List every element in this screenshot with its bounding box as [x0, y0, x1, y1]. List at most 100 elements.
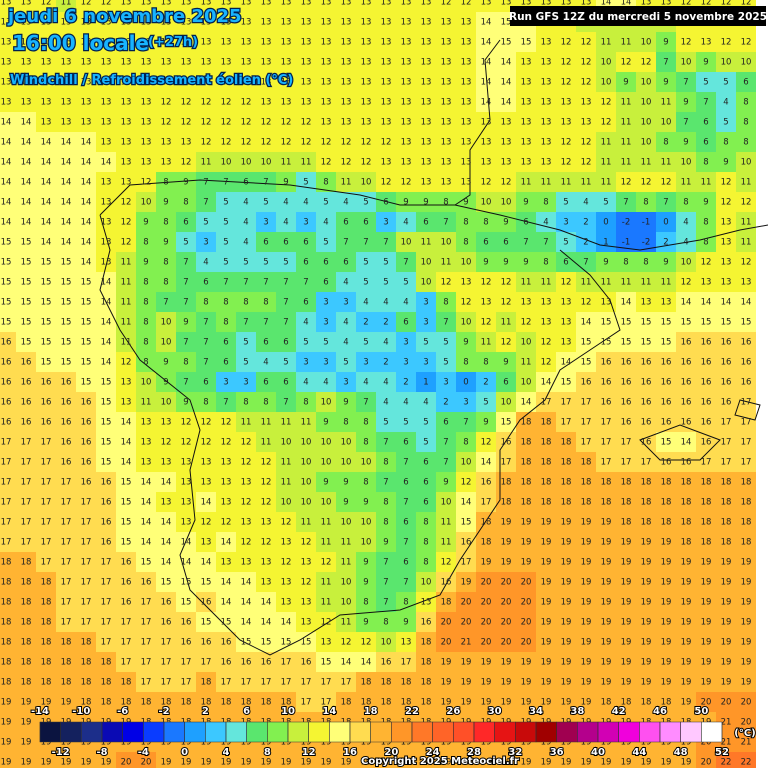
cell-value: 5 — [383, 278, 388, 288]
cell-value: 19 — [721, 558, 732, 568]
cell-value: 17 — [61, 618, 72, 628]
cell-value: 10 — [281, 498, 292, 508]
cell-value: 15 — [81, 338, 92, 348]
cell-value: 13 — [401, 98, 412, 108]
cell-value: 19 — [661, 638, 672, 648]
cell-value: 14 — [261, 598, 272, 608]
cell-value: 16 — [81, 458, 92, 468]
cell-value: 16 — [1, 338, 12, 348]
cell-value: 8 — [383, 518, 388, 528]
cell-value: 5 — [723, 78, 728, 88]
cell-value: 13 — [61, 98, 72, 108]
cell-value: 14 — [241, 578, 252, 588]
cell-value: 16 — [701, 338, 712, 348]
cell — [516, 52, 536, 72]
cell-value: 18 — [21, 618, 32, 628]
cell-value: 15 — [1, 258, 12, 268]
cell — [376, 252, 396, 272]
cell-value: 8 — [223, 298, 228, 308]
color-box — [432, 721, 454, 743]
cell — [76, 152, 96, 172]
cell-value: 14 — [41, 178, 52, 188]
cell — [0, 292, 16, 312]
cell — [676, 72, 696, 92]
cell-value: 6 — [403, 318, 408, 328]
cell-value: 19 — [561, 618, 572, 628]
cell — [116, 212, 136, 232]
cell — [56, 292, 76, 312]
cell-value: 19 — [541, 758, 552, 768]
cell-value: 11 — [121, 338, 132, 348]
cell — [56, 72, 76, 92]
cell-value: 12 — [281, 518, 292, 528]
cell-value: 17 — [1, 538, 12, 548]
cell-value: 8 — [623, 258, 628, 268]
cell-value: 12 — [481, 178, 492, 188]
cell-value: 17 — [61, 538, 72, 548]
cell — [356, 92, 376, 112]
cell-value: 8 — [363, 438, 368, 448]
cell-value: 15 — [101, 438, 112, 448]
cell-value: 19 — [661, 758, 672, 768]
cell — [256, 172, 276, 192]
cell-value: 12 — [501, 298, 512, 308]
cell-value: 13 — [281, 538, 292, 548]
cell-value: 10 — [601, 78, 612, 88]
cell — [616, 152, 636, 172]
cell-value: 17 — [181, 658, 192, 668]
cell-value: 11 — [521, 178, 532, 188]
cell-value: 10 — [321, 498, 332, 508]
cell-value: 13 — [121, 158, 132, 168]
cell — [256, 12, 276, 32]
cell-value: 16 — [221, 638, 232, 648]
cell-value: 11 — [341, 558, 352, 568]
cell — [496, 112, 516, 132]
cell-value: 16 — [61, 398, 72, 408]
cell-value: 10 — [341, 458, 352, 468]
cell-value: 18 — [521, 438, 532, 448]
cell-value: 17 — [641, 458, 652, 468]
cell-value: 16 — [601, 378, 612, 388]
cell-value: 14 — [561, 358, 572, 368]
cell-value: 16 — [161, 618, 172, 628]
cell-value: 12 — [541, 358, 552, 368]
cell-value: 19 — [201, 758, 212, 768]
cell-value: 17 — [81, 498, 92, 508]
cell-value: 11 — [601, 178, 612, 188]
cell-value: 19 — [461, 578, 472, 588]
cell — [336, 72, 356, 92]
cell-value: 10 — [521, 378, 532, 388]
cell-value: 11 — [621, 158, 632, 168]
cell-value: 19 — [681, 678, 692, 688]
cell-value: 7 — [363, 238, 368, 248]
cell — [496, 272, 516, 292]
cell-value: 8 — [183, 358, 188, 368]
cell — [416, 32, 436, 52]
cell — [616, 72, 636, 92]
cell-value: 15 — [81, 278, 92, 288]
cell — [576, 192, 596, 212]
cell — [676, 172, 696, 192]
cell — [516, 152, 536, 172]
copyright: Copyright 2025 Meteociel.fr — [361, 756, 519, 767]
cell-value: 17 — [461, 558, 472, 568]
cell-value: 13 — [261, 18, 272, 28]
cell — [116, 72, 136, 92]
cell-value: 7 — [663, 198, 668, 208]
cell-value: 15 — [161, 578, 172, 588]
cell-value: 8 — [723, 138, 728, 148]
cell-value: 13 — [121, 118, 132, 128]
cell — [536, 112, 556, 132]
cell-value: 11 — [741, 238, 752, 248]
cell-value: 17 — [101, 638, 112, 648]
cell-value: 14 — [1, 138, 12, 148]
cell-value: 13 — [161, 58, 172, 68]
cell — [736, 232, 756, 252]
cell-value: 19 — [681, 658, 692, 668]
cell-value: 17 — [1, 438, 12, 448]
cell — [356, 32, 376, 52]
cell-value: 8 — [403, 598, 408, 608]
cell-value: 10 — [501, 398, 512, 408]
cell — [356, 272, 376, 292]
cell-value: 19 — [581, 558, 592, 568]
